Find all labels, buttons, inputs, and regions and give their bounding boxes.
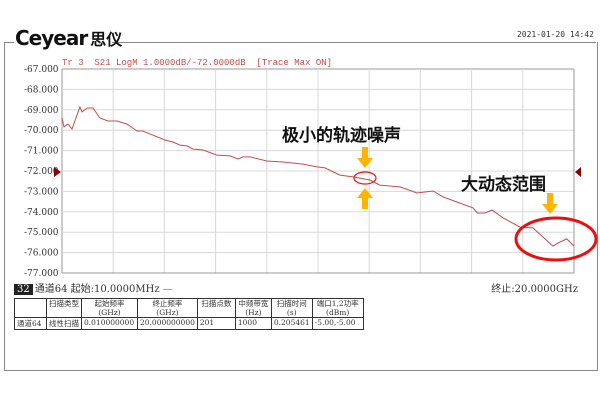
table-cell: -5.00,-5.00 <box>311 317 364 330</box>
table-cell: 20.000000000 <box>137 317 198 330</box>
table-cell: 201 <box>196 317 236 330</box>
annotation-low-noise: 极小的轨迹噪声 <box>282 125 401 146</box>
dynamic-range-circle <box>514 216 598 262</box>
y-tick-label: -69.000 <box>24 106 59 116</box>
header-unit: (GHz) <box>156 308 179 317</box>
header-label: 起始频率 <box>94 299 125 308</box>
header-unit <box>49 308 79 317</box>
channel-badge: 32 <box>14 284 33 295</box>
table-cell: 0.205461 <box>270 317 313 330</box>
ceyear-logo: Ceyear 思仪 <box>15 26 122 50</box>
footer-start: 32 通道64 起始:10.0000MHz — <box>14 280 173 295</box>
table-header: 扫描类型 <box>46 298 82 318</box>
header-label: 扫描类型 <box>49 299 79 308</box>
header-unit: (s) <box>286 308 297 317</box>
header-label: 扫描时间 <box>276 299 307 308</box>
start-freq: 通道64 起始:10.0000MHz <box>34 284 160 295</box>
table-cell: 1000 <box>234 317 272 330</box>
y-tick-label: -70.000 <box>24 126 59 136</box>
trace-title: Tr 3 S21 LogM 1.0000dB/-72.0000dB [Trace… <box>62 58 333 68</box>
ref-marker-right <box>575 167 581 177</box>
y-tick-label: -74.000 <box>24 208 59 218</box>
header-unit: (dBm) <box>326 308 350 317</box>
table-header: 扫描点数 <box>196 298 236 318</box>
header-unit: (Hz) <box>245 308 262 317</box>
arrow-down-icon <box>357 147 373 168</box>
header-unit: (GHz) <box>98 308 121 317</box>
logo-cn: 思仪 <box>90 30 123 49</box>
header-label: 扫描点数 <box>201 299 232 308</box>
table-header: 端口1,2功率 (dBm) <box>311 298 364 318</box>
y-tick-label: -71.000 <box>24 147 59 157</box>
table-header: 中频带宽 (Hz) <box>234 298 272 318</box>
y-tick-label: -68.000 <box>24 85 59 95</box>
table-header <box>14 298 47 318</box>
report-frame <box>4 42 598 371</box>
y-tick-label: -72.000 <box>24 167 59 177</box>
frame-top <box>112 42 596 43</box>
ref-marker-left <box>54 167 61 177</box>
y-tick-label: -73.000 <box>24 187 59 197</box>
stop-freq: 终止:20.0000GHz <box>491 284 578 295</box>
header-label: 终止频率 <box>152 299 183 308</box>
y-tick-label: -76.000 <box>24 249 59 259</box>
noise-circle <box>353 171 377 185</box>
frame-top-left <box>4 42 14 43</box>
logo-text: Ceyear <box>15 26 88 50</box>
settings-table: 扫描类型 起始频率 (GHz) 终止频率 (GHz) 扫描点数 中频带宽 (Hz) 扫描时间 (s… <box>14 298 364 330</box>
trace-line <box>61 105 575 247</box>
header-unit <box>17 299 44 308</box>
datetime: 2021-01-20 14:42 <box>516 30 594 39</box>
arrow-down-icon <box>542 193 558 214</box>
header-label: 中频带宽 <box>238 299 269 308</box>
table-header: 起始频率 (GHz) <box>81 298 138 318</box>
table-cell: 0.010000000 <box>81 317 138 330</box>
table-cell: 线性扫描 <box>46 317 82 330</box>
header-unit <box>200 308 233 317</box>
y-tick-label: -75.000 <box>24 228 59 238</box>
y-tick-label: -67.000 <box>24 65 59 75</box>
arrow-up-icon <box>357 188 373 209</box>
annotation-dynamic-range: 大动态范围 <box>461 174 546 195</box>
header-label: 端口1,2功率 <box>316 299 359 308</box>
trace-legend-dash: — <box>162 284 173 295</box>
table-header: 终止频率 (GHz) <box>137 298 198 318</box>
table-cell: 通道64 <box>14 317 47 330</box>
y-tick-label: -77.000 <box>24 269 59 279</box>
table-header: 扫描时间 (s) <box>270 298 313 318</box>
